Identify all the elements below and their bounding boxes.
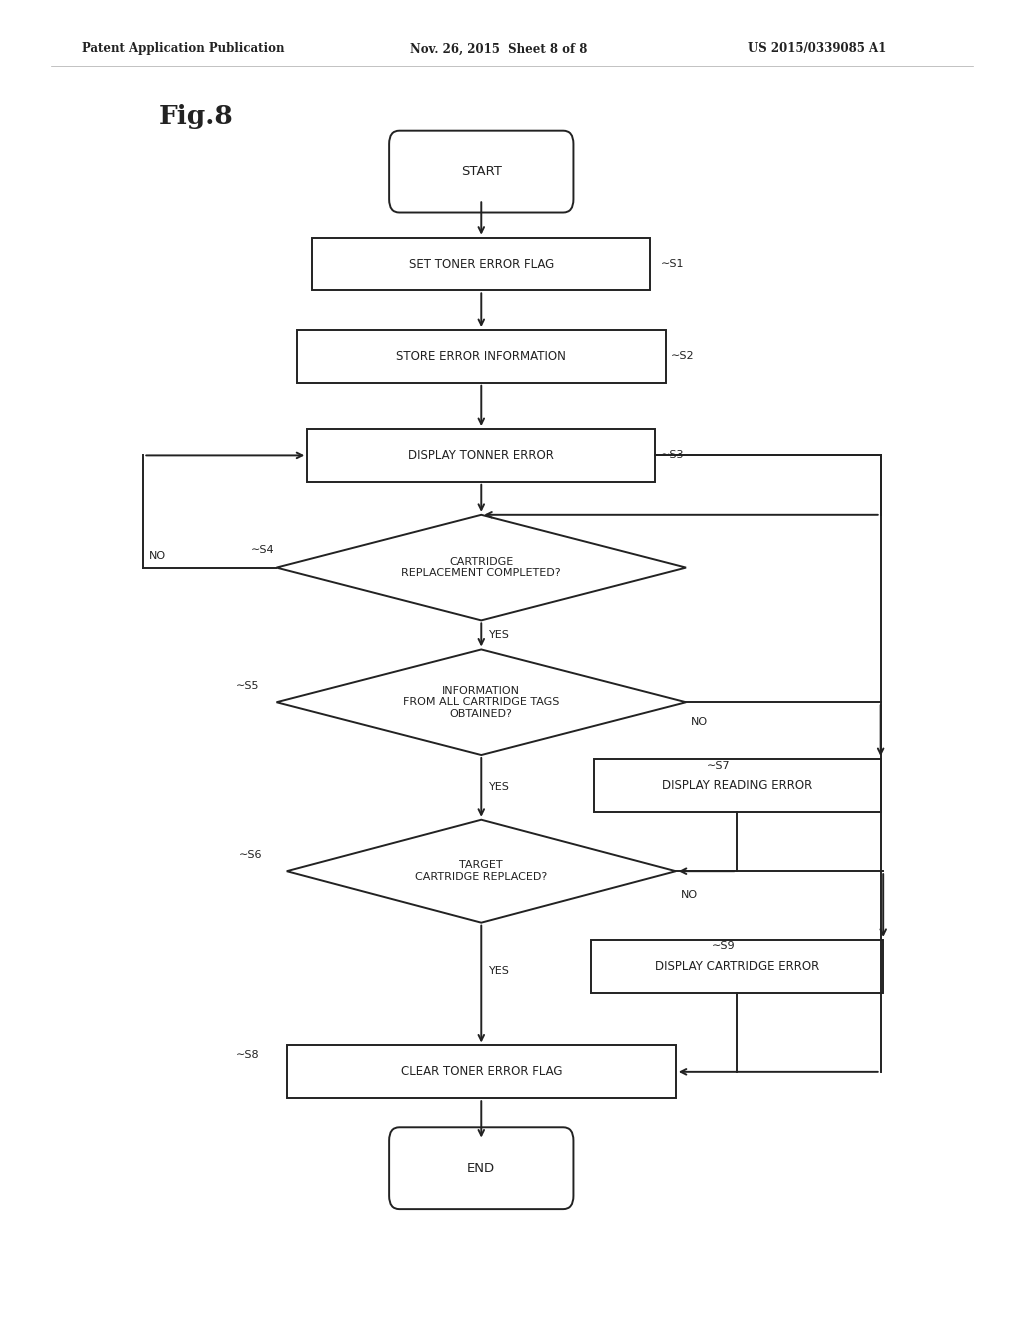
Text: NO: NO [681,890,698,900]
Text: INFORMATION
FROM ALL CARTRIDGE TAGS
OBTAINED?: INFORMATION FROM ALL CARTRIDGE TAGS OBTA… [403,685,559,719]
Text: STORE ERROR INFORMATION: STORE ERROR INFORMATION [396,350,566,363]
Text: ∼S3: ∼S3 [660,450,684,461]
Text: Fig.8: Fig.8 [159,104,233,128]
Text: ∼S2: ∼S2 [671,351,694,362]
Text: ∼S7: ∼S7 [707,760,730,771]
Text: ∼S5: ∼S5 [236,681,259,692]
Text: SET TONER ERROR FLAG: SET TONER ERROR FLAG [409,257,554,271]
Bar [297,330,666,383]
Text: CLEAR TONER ERROR FLAG: CLEAR TONER ERROR FLAG [400,1065,562,1078]
FancyBboxPatch shape [389,1127,573,1209]
Polygon shape [287,820,676,923]
Text: NO: NO [691,717,709,727]
FancyBboxPatch shape [389,131,573,213]
Text: ∼S1: ∼S1 [660,259,684,269]
Text: YES: YES [489,783,510,792]
Text: START: START [461,165,502,178]
Text: US 2015/0339085 A1: US 2015/0339085 A1 [748,42,886,55]
Bar [312,238,650,290]
Bar [307,429,655,482]
Text: ∼S4: ∼S4 [251,545,274,556]
Text: Patent Application Publication: Patent Application Publication [82,42,285,55]
Bar [287,1045,676,1098]
Text: Nov. 26, 2015  Sheet 8 of 8: Nov. 26, 2015 Sheet 8 of 8 [410,42,587,55]
Text: YES: YES [489,630,510,640]
Text: DISPLAY READING ERROR: DISPLAY READING ERROR [663,779,812,792]
Text: ∼S6: ∼S6 [239,850,262,861]
Text: ∼S8: ∼S8 [236,1049,259,1060]
Text: DISPLAY TONNER ERROR: DISPLAY TONNER ERROR [409,449,554,462]
Text: YES: YES [489,966,510,975]
Text: TARGET
CARTRIDGE REPLACED?: TARGET CARTRIDGE REPLACED? [415,861,548,882]
Text: DISPLAY CARTRIDGE ERROR: DISPLAY CARTRIDGE ERROR [655,960,819,973]
Text: NO: NO [148,550,166,561]
Text: CARTRIDGE
REPLACEMENT COMPLETED?: CARTRIDGE REPLACEMENT COMPLETED? [401,557,561,578]
Polygon shape [276,649,686,755]
Bar [592,940,883,993]
Text: ∼S9: ∼S9 [712,941,735,952]
Text: END: END [467,1162,496,1175]
Polygon shape [276,515,686,620]
Bar [594,759,881,812]
